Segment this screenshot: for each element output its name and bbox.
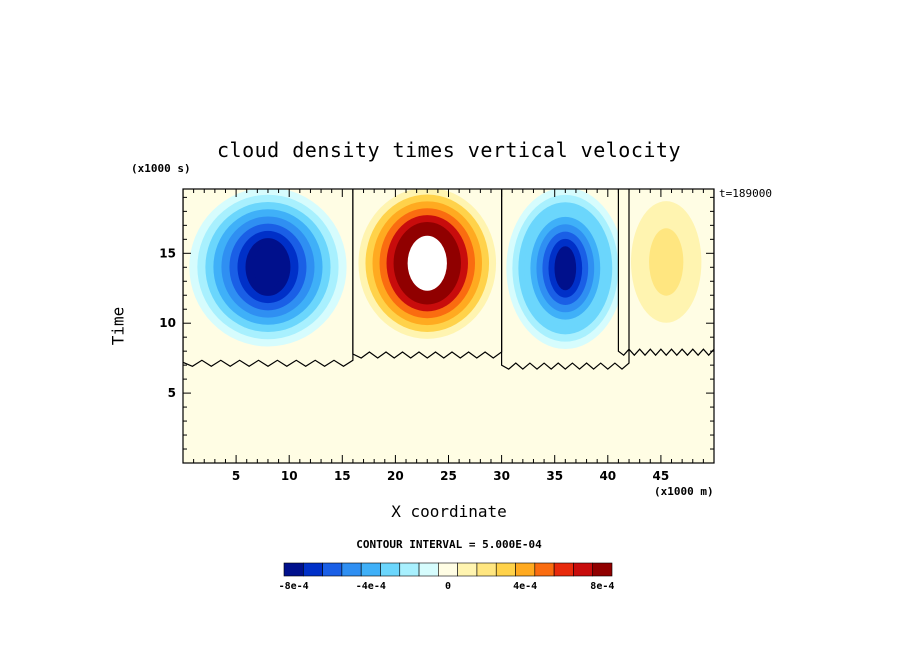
x-tick-label: 45 <box>653 469 670 483</box>
colorbar-swatch <box>399 562 420 577</box>
colorbar-swatch <box>380 562 401 577</box>
colorbar-swatch <box>418 562 439 577</box>
colorbar-swatch <box>495 562 516 577</box>
y-tick-label: 10 <box>159 316 176 330</box>
y-axis-label: Time <box>108 306 128 346</box>
cloud-4-zero-contour <box>617 189 714 357</box>
y-tick-label: 5 <box>168 386 176 400</box>
cloud-3-band-9 <box>554 246 577 291</box>
colorbar-swatch <box>322 562 343 577</box>
colorbar-swatch <box>283 562 304 577</box>
contour-interval-label: CONTOUR INTERVAL = 5.000E-04 <box>356 538 542 551</box>
colorbar-swatch <box>438 562 458 577</box>
colorbar-swatch <box>534 562 555 577</box>
cloud-3-zero-contour <box>501 189 630 370</box>
colorbar-swatch <box>515 562 536 577</box>
contour-field <box>183 189 714 463</box>
cloud-1-zero-contour <box>183 189 354 368</box>
x-tick-label: 5 <box>232 469 240 483</box>
chart-title: cloud density times vertical velocity <box>216 138 682 162</box>
x-axis-ticks: 5 10 15 20 25 30 35 40 45 <box>193 189 704 483</box>
x-tick-label: 40 <box>599 469 616 483</box>
colorbar-tick-label: 0 <box>445 581 451 592</box>
x-tick-label: 15 <box>334 469 351 483</box>
colorbar-tick-label: -4e-4 <box>356 581 386 592</box>
x-axis-label: X coordinate <box>391 502 507 521</box>
colorbar-tick-label: 8e-4 <box>590 581 614 592</box>
y-axis-ticks: 5 10 15 <box>159 196 714 450</box>
colorbar-swatch <box>592 562 613 577</box>
y-tick-label: 15 <box>159 246 176 260</box>
cloud-2 <box>352 189 502 354</box>
colorbar-tick-label: 4e-4 <box>513 581 537 592</box>
colorbar-swatch <box>302 562 323 577</box>
x-tick-label: 20 <box>387 469 404 483</box>
cloud-4 <box>618 189 714 352</box>
cloud-4-band-9 <box>658 241 675 283</box>
y-axis-unit: (x1000 s) <box>131 162 191 175</box>
colorbar-swatch <box>457 562 478 577</box>
cloud-1-band-9 <box>253 245 283 289</box>
x-tick-label: 10 <box>281 469 298 483</box>
x-tick-label: 35 <box>546 469 563 483</box>
cloud-2-zero-contour <box>352 189 503 359</box>
x-axis-unit: (x1000 m) <box>654 485 714 498</box>
colorbar-swatch <box>573 562 594 577</box>
colorbar-tick-label: -8e-4 <box>279 581 309 592</box>
cloud-2-band-9 <box>414 242 440 284</box>
cloud-1 <box>183 189 353 363</box>
colorbar: -8e-4 -4e-4 0 4e-4 8e-4 <box>279 562 614 592</box>
x-tick-label: 30 <box>493 469 510 483</box>
zero-contour-lines <box>183 189 714 370</box>
cloud-3 <box>501 189 630 366</box>
x-tick-label: 25 <box>440 469 457 483</box>
colorbar-swatch <box>341 562 362 577</box>
colorbar-swatch <box>553 562 574 577</box>
colorbar-swatch <box>360 562 381 577</box>
colorbar-swatch <box>476 562 497 577</box>
time-stamp: t=189000 <box>719 187 772 200</box>
